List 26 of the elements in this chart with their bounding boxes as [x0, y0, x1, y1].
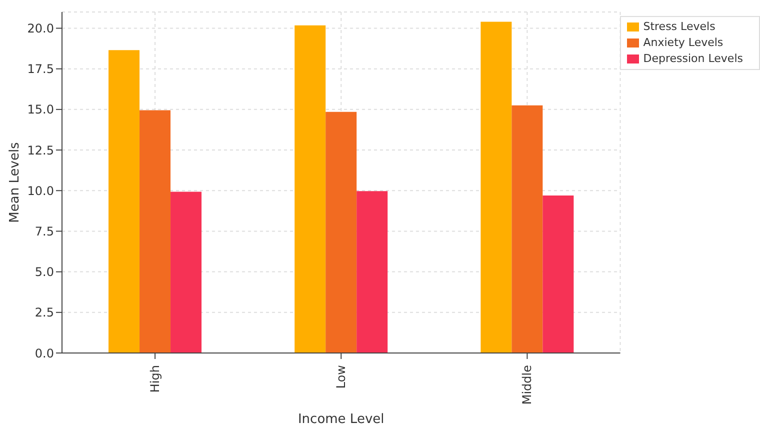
x-tick-label: Middle [520, 365, 534, 405]
bar [170, 192, 202, 353]
x-tick-label: Low [334, 364, 348, 389]
bar [108, 50, 140, 353]
y-tick-label: 12.5 [27, 143, 54, 158]
y-tick-label: 5.0 [34, 265, 54, 280]
bar [140, 110, 171, 353]
legend-label: Stress Levels [643, 20, 716, 33]
bar [326, 112, 357, 353]
y-tick-label: 7.5 [34, 224, 54, 238]
y-tick-label: 17.5 [27, 62, 54, 76]
y-axis-title: Mean Levels [8, 142, 23, 223]
bar [356, 191, 388, 353]
y-tick-label: 2.5 [34, 306, 54, 320]
y-tick-label: 0.0 [34, 346, 54, 360]
bar [512, 105, 543, 353]
y-tick-label: 15.0 [27, 102, 54, 117]
y-tick-label: 10.0 [27, 184, 54, 198]
legend-label: Anxiety Levels [643, 36, 724, 49]
x-tick-label: High [148, 365, 162, 393]
y-tick-label: 20.0 [27, 22, 54, 36]
legend-label: Depression Levels [643, 52, 743, 65]
bar [294, 25, 326, 353]
x-axis-title: Income Level [298, 412, 384, 427]
bar [542, 195, 574, 353]
bar [480, 22, 512, 353]
